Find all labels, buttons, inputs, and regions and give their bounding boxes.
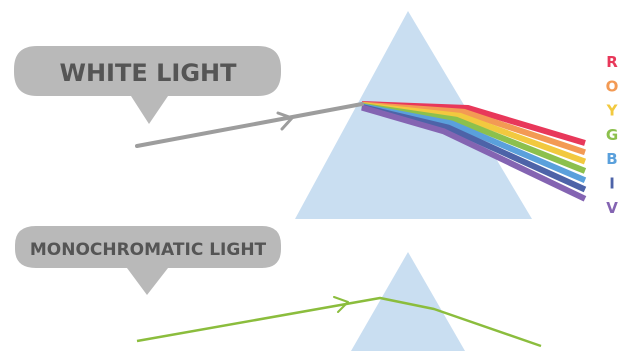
monochromatic-light-bubble: MONOCHROMATIC LIGHT [15,226,281,295]
spectrum-letter-i: I [609,175,615,193]
spectrum-letter-y: Y [606,102,619,120]
arrowhead-icon [333,296,349,313]
spectrum-letter-g: G [606,126,618,144]
spectrum-letter-o: O [606,77,619,95]
bottom-prism [351,252,465,351]
monochromatic-light-beam [136,296,542,348]
monochromatic-light-label: MONOCHROMATIC LIGHT [30,240,267,260]
spectrum-band-v [361,104,587,202]
white-light-beam [135,102,364,148]
arrowhead-icon [276,111,294,131]
spectrum-bands [361,101,587,202]
spectrum-letter-v: V [606,199,618,217]
spectrum-letter-b: B [606,150,617,168]
white-light-bubble: WHITE LIGHT [14,46,281,124]
white-light-label: WHITE LIGHT [60,59,238,87]
spectrum-letter-r: R [606,53,618,71]
